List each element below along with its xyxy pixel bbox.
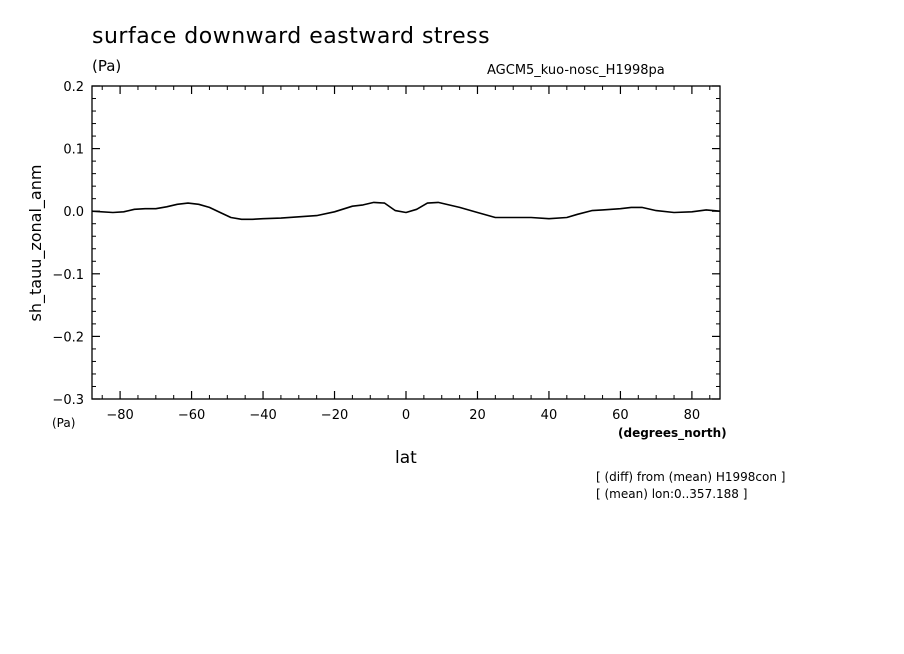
x-tick-label: 20 bbox=[469, 408, 486, 423]
y-tick-label: −0.1 bbox=[52, 268, 84, 283]
minor-ticks bbox=[92, 86, 720, 399]
title-units: (Pa) bbox=[92, 57, 122, 75]
run-name: AGCM5_kuo-nosc_H1998pa bbox=[487, 63, 665, 78]
x-tick-label: −40 bbox=[249, 408, 276, 423]
y-axis-label: sh_tauu_zonal_anm bbox=[26, 164, 45, 322]
plot-frame bbox=[91, 85, 721, 400]
y-tick-label: −0.2 bbox=[52, 330, 84, 345]
y-tick-label: 0.1 bbox=[63, 143, 84, 158]
chart-title: surface downward eastward stress bbox=[92, 24, 491, 49]
data-line bbox=[91, 201, 721, 221]
y-tick-label: −0.3 bbox=[52, 393, 84, 408]
note-mean: [ (mean) lon:0..357.188 ] bbox=[596, 487, 748, 501]
y-tick-label: 0.2 bbox=[63, 80, 84, 95]
y-axis-unit: (Pa) bbox=[52, 416, 76, 430]
x-tick-label: 40 bbox=[541, 408, 558, 423]
x-tick-label: −20 bbox=[321, 408, 348, 423]
x-axis-unit: (degrees_north) bbox=[618, 426, 727, 440]
note-diff: [ (diff) from (mean) H1998con ] bbox=[596, 470, 786, 484]
x-axis: −80 −60 −40 −20 0 20 40 60 80 bbox=[106, 86, 700, 423]
x-tick-label: −80 bbox=[106, 408, 133, 423]
x-tick-label: −60 bbox=[178, 408, 205, 423]
y-axis: 0.2 0.1 0.0 −0.1 −0.2 −0.3 bbox=[52, 80, 720, 408]
x-tick-label: 80 bbox=[684, 408, 701, 423]
x-tick-label: 60 bbox=[612, 408, 629, 423]
x-axis-label: lat bbox=[395, 448, 417, 468]
y-tick-label: 0.0 bbox=[63, 205, 84, 220]
x-tick-label: 0 bbox=[402, 408, 410, 423]
